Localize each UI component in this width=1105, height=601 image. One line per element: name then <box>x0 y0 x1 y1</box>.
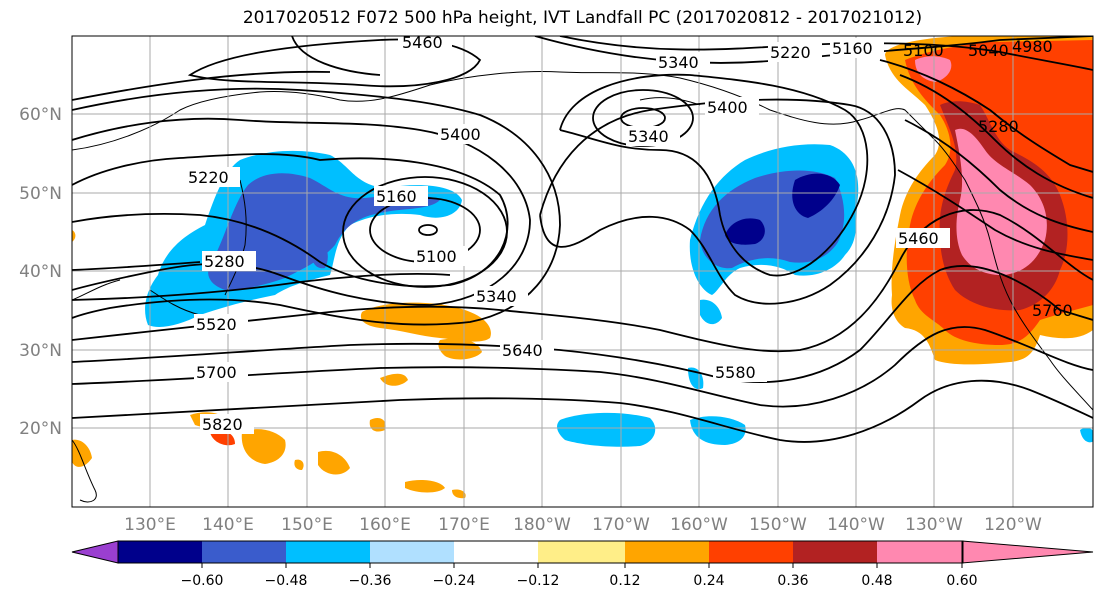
lat-label-60n: 60°N <box>19 105 62 125</box>
contour-label-5640-mid: 5640 <box>502 341 543 360</box>
contour-label-5340-w2: 5340 <box>476 287 517 306</box>
colorbar-segment <box>538 541 626 563</box>
colorbar-segment <box>709 541 794 563</box>
lon-label-120w: 120°W <box>984 515 1042 535</box>
contour-label-5460-e: 5460 <box>898 229 939 248</box>
contour-label-5040-ne: 5040 <box>968 41 1009 60</box>
lon-label-170w: 170°W <box>592 515 650 535</box>
colorbar-segment <box>793 541 878 563</box>
lon-label-140w: 140°W <box>827 515 885 535</box>
contour-label-5580-mid: 5580 <box>715 363 756 382</box>
colorbar-tick-label: −0.24 <box>433 573 476 589</box>
contour-label-5280-e: 5280 <box>978 117 1019 136</box>
lat-label-50n: 50°N <box>19 184 62 204</box>
colorbar-tick-label: 0.60 <box>946 573 977 589</box>
contour-label-5100-w: 5100 <box>416 247 457 266</box>
contour-label-5520-w: 5520 <box>196 315 237 334</box>
colorbar-segment <box>202 541 287 563</box>
colorbar-segment <box>877 541 963 563</box>
colorbar-segment <box>286 541 371 563</box>
contour-label-5400-w: 5400 <box>440 125 481 144</box>
lon-label-150w: 150°W <box>749 515 807 535</box>
colorbar-segment <box>454 541 539 563</box>
lon-label-180w: 180°W <box>513 515 571 535</box>
colorbar-tick-label: 0.48 <box>861 573 892 589</box>
lon-label-140e: 140°E <box>202 515 254 535</box>
longitude-labels: 130°E 140°E 150°E 160°E 170°E 180°W 170°… <box>124 515 1042 535</box>
contour-label-5760-e: 5760 <box>1032 301 1073 320</box>
positive-anomaly-subtropical <box>72 230 491 499</box>
colorbar-segment <box>370 541 455 563</box>
latitude-labels: 60°N 50°N 40°N 30°N 20°N <box>19 105 62 439</box>
colorbar-tick-label: −0.60 <box>181 573 224 589</box>
contour-label-5820-w: 5820 <box>202 415 243 434</box>
contour-label-5700-w: 5700 <box>196 363 237 382</box>
colorbar-extend-max <box>961 540 1094 564</box>
coastlines <box>72 71 1093 503</box>
lon-label-160e: 160°E <box>359 515 411 535</box>
contour-label-5460-top: 5460 <box>402 33 443 52</box>
colorbar-segment <box>118 541 203 563</box>
colorbar: −0.60 −0.48 −0.36 −0.24 −0.12 0.12 0.24 … <box>71 540 1094 589</box>
colorbar-tick-labels: −0.60 −0.48 −0.36 −0.24 −0.12 0.12 0.24 … <box>181 573 978 589</box>
colorbar-extend-min <box>71 540 119 564</box>
colorbar-segment <box>625 541 710 563</box>
colorbar-tick-label: 0.12 <box>609 573 640 589</box>
contour-label-5220-ne: 5220 <box>770 43 811 62</box>
lat-label-40n: 40°N <box>19 262 62 282</box>
lon-label-130w: 130°W <box>905 515 963 535</box>
contour-label-5280-w: 5280 <box>204 252 245 271</box>
colorbar-ticks <box>201 563 963 568</box>
contour-label-5340-nw: 5340 <box>658 53 699 72</box>
lat-label-20n: 20°N <box>19 419 62 439</box>
contour-label-5220-w: 5220 <box>188 168 229 187</box>
map-title: 2017020512 F072 500 hPa height, IVT Land… <box>242 8 923 28</box>
contour-label-5340-mid: 5340 <box>628 127 669 146</box>
contour-label-5160-w: 5160 <box>376 187 417 206</box>
colorbar-tick-label: 0.24 <box>693 573 724 589</box>
contour-label-4980-ne: 4980 <box>1012 37 1053 56</box>
lon-label-170e: 170°E <box>438 515 490 535</box>
contour-label-5160-ne: 5160 <box>832 39 873 58</box>
contour-labels: 5460 5340 5220 5160 5100 5040 4980 5400 … <box>186 33 1073 434</box>
contour-label-5400-mid: 5400 <box>707 98 748 117</box>
lon-label-130e: 130°E <box>124 515 176 535</box>
colorbar-tick-label: −0.36 <box>349 573 392 589</box>
height-contours <box>72 36 1093 443</box>
colorbar-tick-label: −0.48 <box>265 573 308 589</box>
colorbar-tick-label: 0.36 <box>777 573 808 589</box>
colorbar-tick-label: −0.12 <box>517 573 560 589</box>
lon-label-160w: 160°W <box>670 515 728 535</box>
lon-label-150e: 150°E <box>281 515 333 535</box>
map-border <box>71 35 1094 508</box>
lat-label-30n: 30°N <box>19 341 62 361</box>
contour-label-5100-ne: 5100 <box>903 41 944 60</box>
negative-anomaly-central-pacific <box>557 144 1093 447</box>
